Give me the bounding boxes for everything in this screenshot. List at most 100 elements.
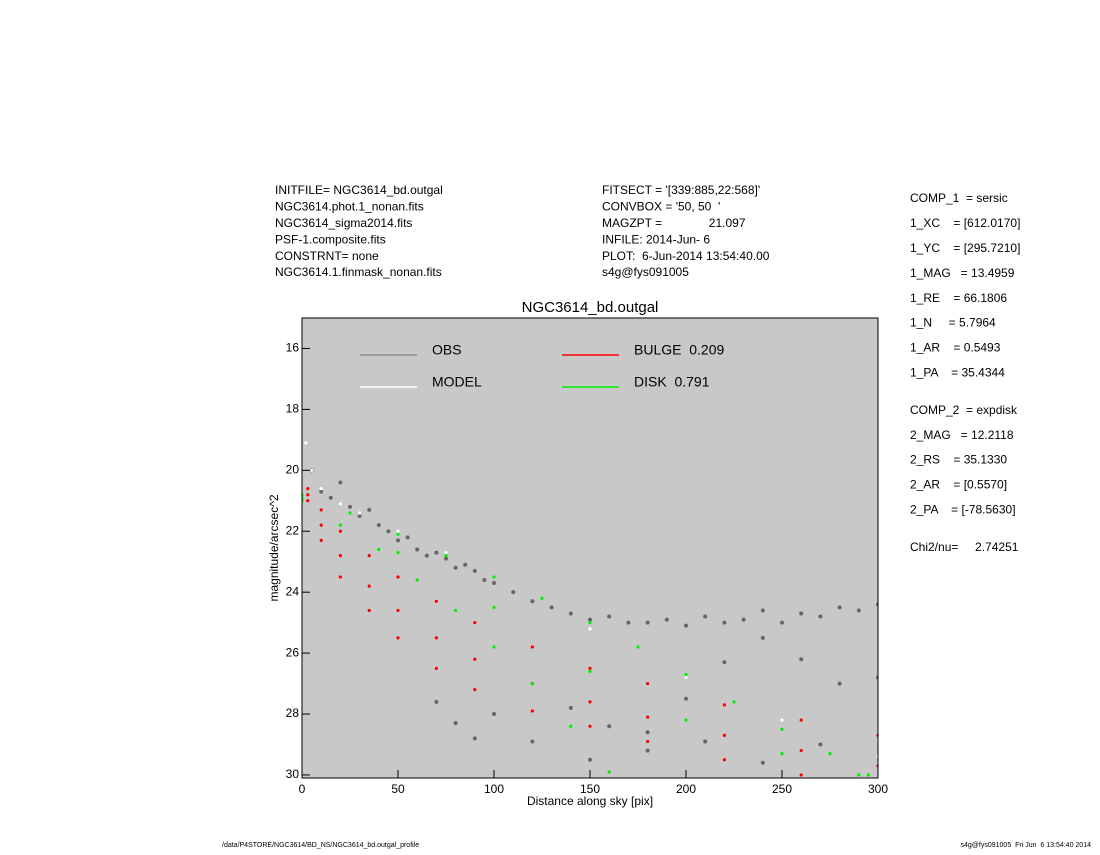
legend-label: BULGE 0.209 xyxy=(634,342,724,358)
y-tick-label: 22 xyxy=(286,523,300,537)
fit-parameter: 1_XC = [612.0170] xyxy=(910,216,1020,230)
data-point xyxy=(386,529,391,534)
x-tick-label: 50 xyxy=(391,782,405,796)
fit-parameter: 2_RS = 35.1330 xyxy=(910,453,1007,467)
data-point xyxy=(828,752,832,756)
data-point xyxy=(780,620,784,625)
x-tick-label: 300 xyxy=(868,782,888,796)
data-point xyxy=(319,486,323,491)
data-point xyxy=(338,575,342,579)
header-line: CONSTRNT= none xyxy=(275,249,379,263)
data-point xyxy=(837,681,842,686)
data-point xyxy=(444,550,448,555)
data-point xyxy=(444,556,448,561)
data-point xyxy=(396,550,400,555)
fit-parameter: 1_YC = [295.7210] xyxy=(910,241,1020,255)
data-point xyxy=(492,712,496,717)
data-point xyxy=(358,511,362,515)
data-point xyxy=(453,565,458,570)
header-line: NGC3614.1.finmask_nonan.fits xyxy=(275,265,442,279)
data-point xyxy=(424,553,429,558)
data-point xyxy=(338,554,342,558)
data-point xyxy=(306,499,310,503)
data-point xyxy=(684,696,688,701)
data-point xyxy=(338,502,342,506)
data-point xyxy=(588,700,592,704)
data-point xyxy=(306,486,310,491)
legend-label: DISK 0.791 xyxy=(634,374,710,390)
data-point xyxy=(722,703,727,707)
data-point xyxy=(473,657,477,661)
x-axis-label: Distance along sky [pix] xyxy=(527,794,653,808)
fit-parameter: 2_AR = [0.5570] xyxy=(910,478,1007,492)
y-tick-label: 18 xyxy=(286,402,300,416)
data-point xyxy=(684,718,688,722)
data-point xyxy=(396,538,400,543)
data-point xyxy=(492,645,496,649)
fit-parameter: COMP_1 = sersic xyxy=(910,191,1008,205)
data-point xyxy=(463,562,468,567)
data-point xyxy=(732,700,736,704)
data-point xyxy=(348,504,352,509)
data-point xyxy=(857,773,861,777)
legend-label: MODEL xyxy=(432,374,482,390)
data-point xyxy=(434,636,438,640)
x-tick-label: 150 xyxy=(580,782,600,796)
data-point xyxy=(818,742,823,747)
data-point xyxy=(328,495,333,500)
y-tick-label: 20 xyxy=(286,462,300,476)
data-point xyxy=(367,554,371,558)
data-point xyxy=(348,511,352,515)
data-point xyxy=(818,614,823,619)
x-tick-label: 100 xyxy=(484,782,504,796)
data-point xyxy=(684,675,688,680)
fit-parameter: 2_PA = [-78.5630] xyxy=(910,502,1016,516)
data-point xyxy=(646,681,650,686)
data-point xyxy=(530,599,535,604)
data-point xyxy=(405,535,410,540)
data-point xyxy=(434,666,438,670)
data-point xyxy=(310,468,314,472)
data-point xyxy=(588,757,592,762)
fit-parameter: 1_AR = 0.5493 xyxy=(910,341,1001,355)
data-point xyxy=(684,672,688,677)
data-point xyxy=(492,581,496,586)
fit-parameter: 2_MAG = 12.2118 xyxy=(910,428,1014,442)
data-point xyxy=(588,627,592,631)
y-tick-label: 28 xyxy=(286,706,300,720)
data-point xyxy=(492,575,496,579)
header-line: CONVBOX = '50, 50 ' xyxy=(602,200,720,214)
data-point xyxy=(626,620,631,625)
fit-parameter: 1_PA = 35.4344 xyxy=(910,365,1005,379)
data-point xyxy=(866,773,871,777)
header-line: PSF-1.composite.fits xyxy=(275,232,386,246)
data-point xyxy=(434,699,439,704)
data-point xyxy=(703,614,708,619)
data-point xyxy=(530,709,535,713)
header-line: INITFILE= NGC3614_bd.outgal xyxy=(275,183,443,197)
x-tick-label: 0 xyxy=(299,782,306,796)
data-point xyxy=(799,773,803,777)
y-tick-label: 30 xyxy=(286,767,300,781)
data-point xyxy=(799,718,803,722)
data-point xyxy=(473,688,477,692)
data-point xyxy=(482,577,487,582)
header-line: MAGZPT = 21.097 xyxy=(602,216,746,230)
data-point xyxy=(376,523,381,528)
data-point xyxy=(319,523,323,527)
data-point xyxy=(319,489,324,494)
data-point xyxy=(636,645,640,649)
data-point xyxy=(568,705,573,710)
data-point xyxy=(645,730,650,735)
data-point xyxy=(856,608,861,613)
data-point xyxy=(646,739,650,744)
data-point xyxy=(511,590,516,595)
data-point xyxy=(453,721,458,726)
data-point xyxy=(434,599,438,603)
data-point xyxy=(568,611,573,616)
y-tick-label: 24 xyxy=(286,584,300,598)
data-point xyxy=(645,748,650,753)
data-point xyxy=(837,605,842,610)
fit-parameter: Chi2/nu= 2.74251 xyxy=(910,540,1019,554)
